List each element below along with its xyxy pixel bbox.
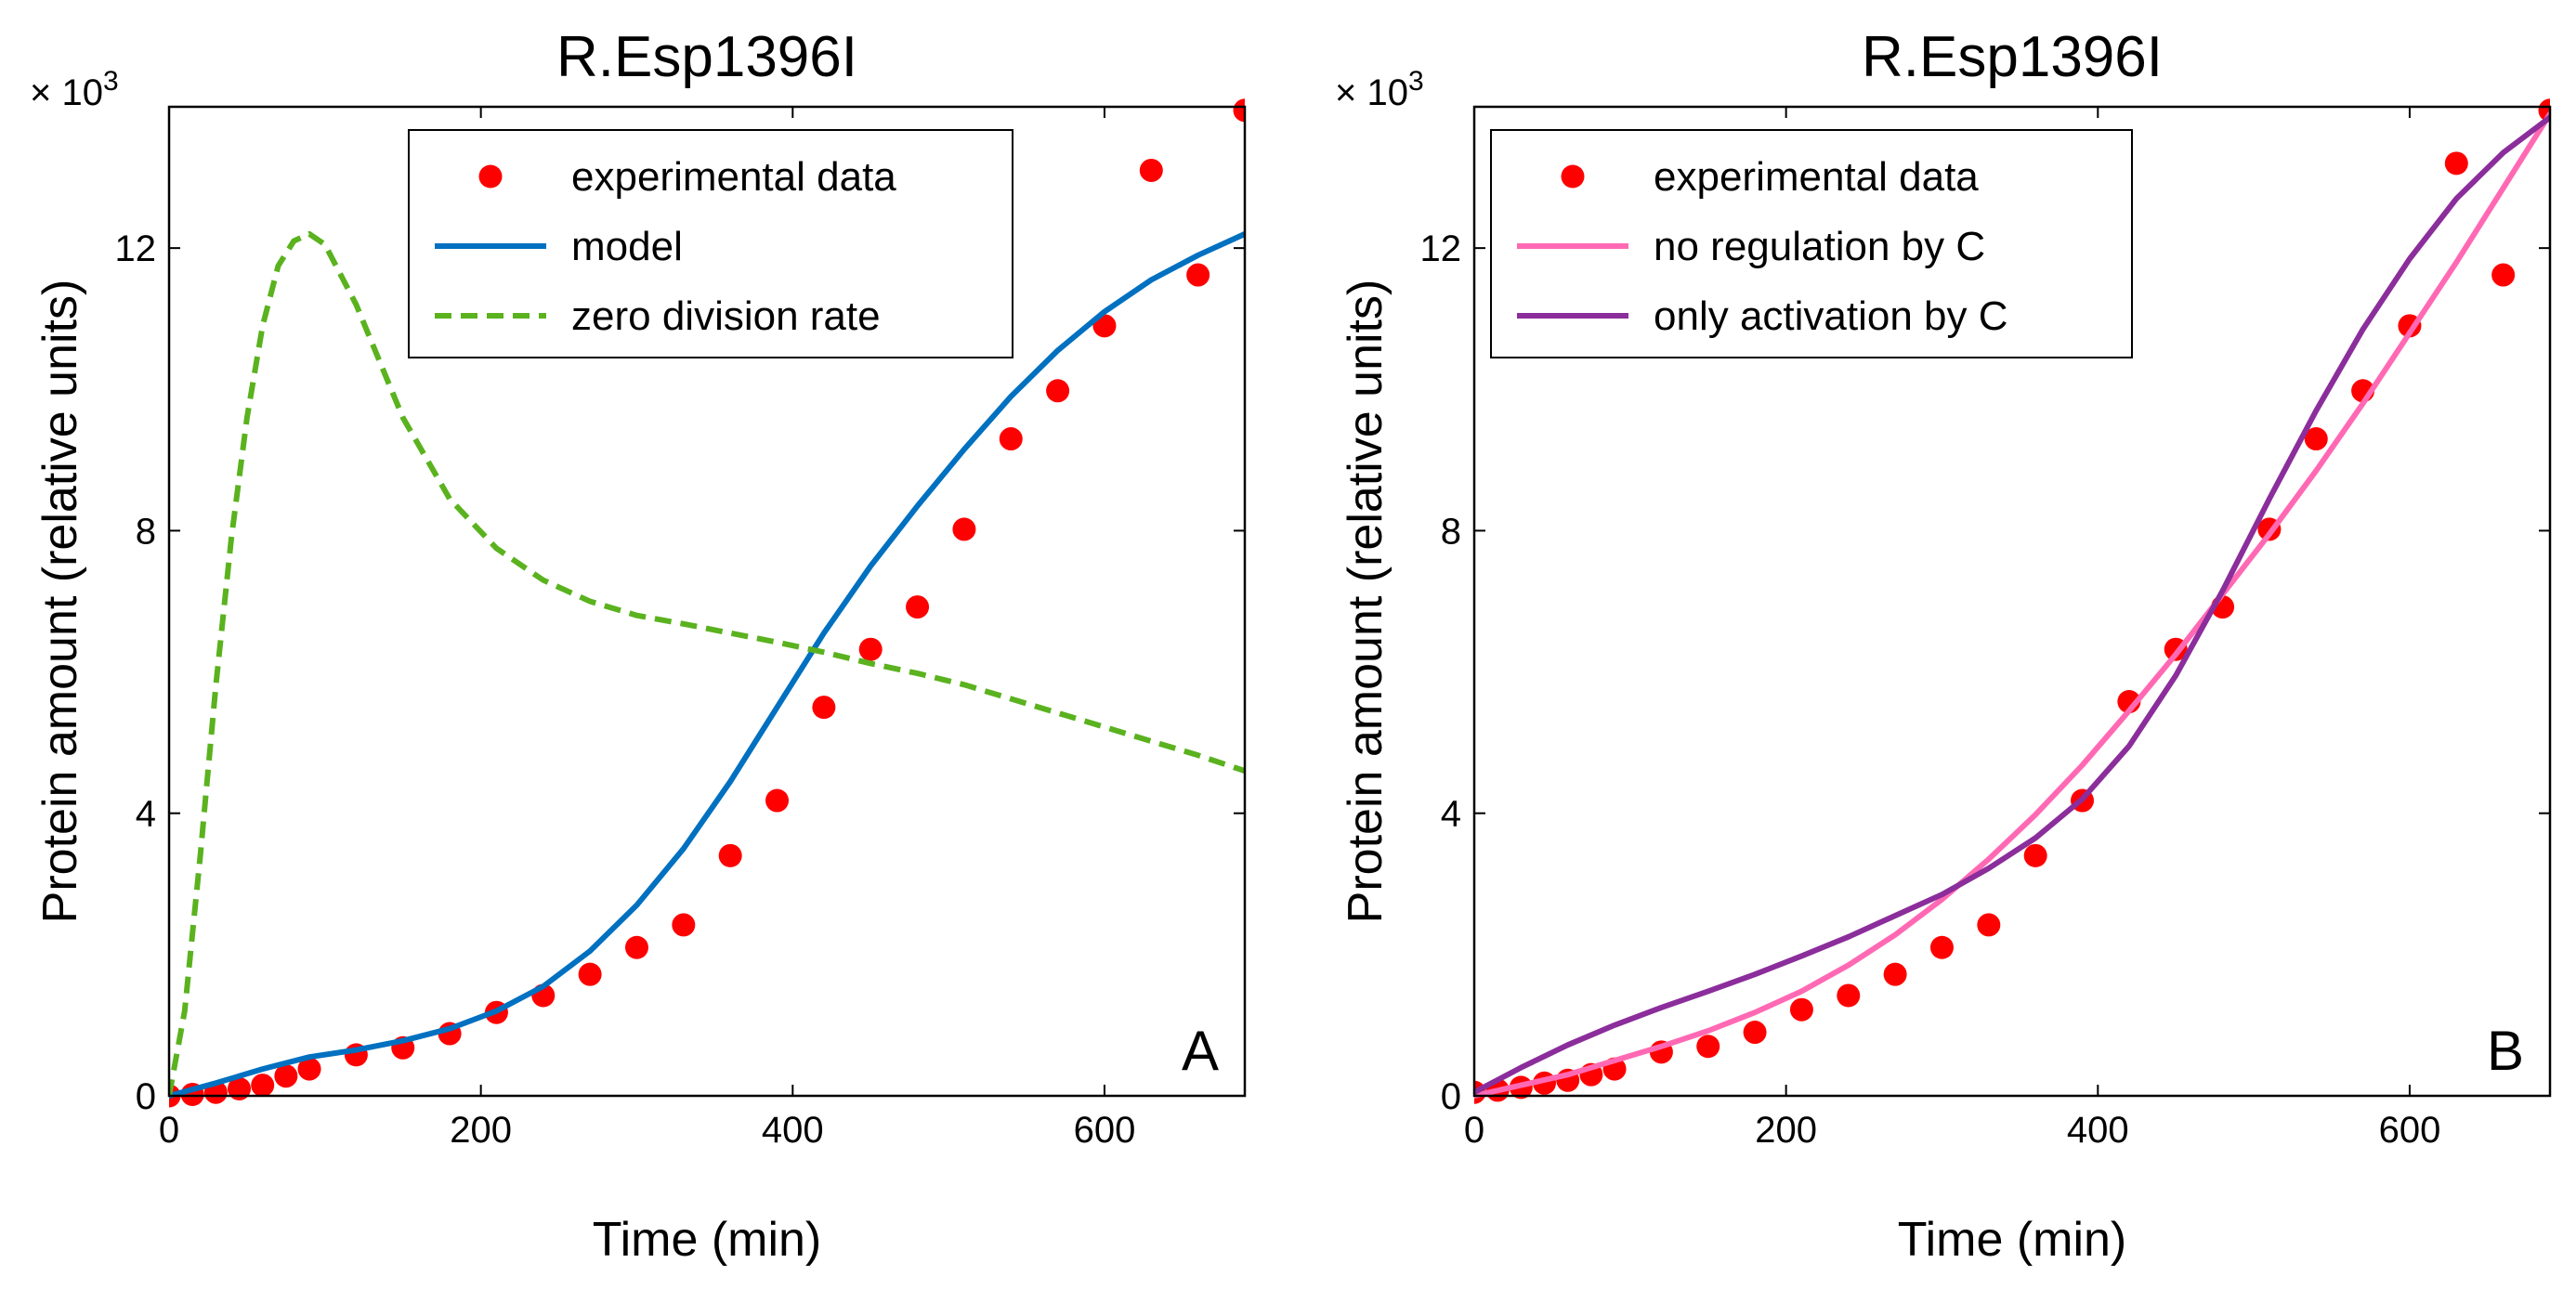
data-point bbox=[999, 427, 1023, 451]
data-point bbox=[2491, 263, 2516, 287]
x-tick-label: 600 bbox=[1074, 1110, 1136, 1151]
data-point bbox=[2444, 151, 2468, 176]
data-point bbox=[765, 788, 790, 813]
x-tick-label: 200 bbox=[1755, 1110, 1817, 1151]
data-point bbox=[1233, 98, 1245, 123]
data-point bbox=[624, 935, 648, 959]
chart-title: R.Esp1396I bbox=[556, 25, 857, 89]
multiplier-base: × 10 bbox=[30, 72, 103, 113]
data-point bbox=[228, 1076, 252, 1100]
legend-label: zero division rate bbox=[571, 293, 881, 339]
series-experimental-data bbox=[169, 98, 1245, 1108]
legend: experimental data no regulation by C only … bbox=[1490, 129, 2133, 358]
legend-label: only activation by C bbox=[1654, 293, 2008, 339]
data-point bbox=[1837, 983, 1861, 1008]
legend-label: no regulation by C bbox=[1654, 224, 1985, 269]
multiplier-exponent: 3 bbox=[103, 66, 119, 97]
x-axis-label: Time (min) bbox=[1898, 1213, 2127, 1267]
y-axis-multiplier: × 103 bbox=[1335, 66, 1424, 113]
chart-title: R.Esp1396I bbox=[1862, 25, 2163, 89]
y-tick-label: 0 bbox=[1441, 1076, 1461, 1117]
panel-label: A bbox=[1182, 1020, 1219, 1082]
data-point bbox=[274, 1064, 298, 1088]
y-tick-label: 4 bbox=[1441, 794, 1461, 835]
x-tick-label: 0 bbox=[159, 1110, 179, 1151]
legend-label: experimental data bbox=[571, 154, 896, 200]
data-point bbox=[2304, 427, 2328, 451]
legend-marker bbox=[478, 164, 503, 189]
multiplier-exponent: 3 bbox=[1408, 66, 1424, 97]
data-point bbox=[812, 696, 836, 720]
y-tick-label: 12 bbox=[1420, 228, 1462, 269]
y-axis-multiplier: × 103 bbox=[30, 66, 119, 113]
y-tick-label: 8 bbox=[136, 511, 156, 552]
y-tick-label: 0 bbox=[136, 1076, 156, 1117]
data-point bbox=[718, 843, 742, 867]
series-line-model bbox=[169, 230, 1245, 1099]
axes-box bbox=[1472, 105, 2552, 1098]
panel-label: B bbox=[2487, 1020, 2524, 1082]
series-line-zero-division-rate bbox=[169, 230, 1245, 1097]
axes-box bbox=[167, 105, 1247, 1098]
y-axis-label: Protein amount (relative units) bbox=[33, 280, 87, 924]
x-tick-label: 0 bbox=[1464, 1110, 1484, 1151]
x-tick-label: 600 bbox=[2379, 1110, 2441, 1151]
legend-label: experimental data bbox=[1654, 154, 1979, 200]
series-group bbox=[169, 98, 1245, 1108]
y-axis-label: Protein amount (relative units) bbox=[1339, 280, 1393, 924]
series-line-only-activation-by-c bbox=[1474, 114, 2550, 1096]
x-axis-label: Time (min) bbox=[593, 1213, 822, 1267]
legend-label: model bbox=[571, 224, 683, 269]
multiplier-base: × 10 bbox=[1335, 72, 1408, 113]
x-tick-label: 400 bbox=[2067, 1110, 2129, 1151]
legend-box bbox=[1490, 129, 2133, 358]
data-point bbox=[1139, 158, 1163, 182]
data-point bbox=[952, 517, 976, 541]
data-point bbox=[1186, 263, 1210, 287]
data-point bbox=[1929, 935, 1954, 959]
data-point bbox=[1046, 379, 1070, 403]
data-point bbox=[297, 1057, 321, 1081]
data-point bbox=[1743, 1021, 1767, 1045]
y-tick-label: 12 bbox=[115, 228, 157, 269]
chart-panel-b: R.Esp1396I 0 200 400 600 0 4 8 12 × 103 Time (min)… bbox=[1335, 25, 2552, 1267]
series-line-no-regulation-by-c bbox=[1474, 111, 2550, 1099]
series-experimental-data bbox=[1474, 98, 2550, 1104]
legend: experimental data model zero division rate bbox=[408, 129, 1013, 358]
data-point bbox=[1696, 1035, 1720, 1059]
data-point bbox=[1977, 913, 2001, 937]
x-tick-label: 200 bbox=[450, 1110, 512, 1151]
chart-panel-a: R.Esp1396I 0 200 400 600 0 4 8 12 × 103 Time (min)… bbox=[30, 25, 1247, 1267]
data-point bbox=[1789, 997, 1813, 1022]
data-point bbox=[578, 962, 602, 986]
data-point bbox=[1883, 962, 1907, 986]
x-tick-label: 400 bbox=[762, 1110, 824, 1151]
data-point bbox=[2023, 843, 2047, 867]
series-group bbox=[1474, 98, 2550, 1104]
y-tick-label: 4 bbox=[136, 794, 156, 835]
data-point bbox=[672, 913, 696, 937]
data-point bbox=[251, 1074, 275, 1098]
data-point bbox=[906, 595, 930, 619]
y-tick-label: 8 bbox=[1441, 511, 1461, 552]
legend-marker bbox=[1561, 164, 1585, 189]
data-point bbox=[858, 637, 883, 661]
